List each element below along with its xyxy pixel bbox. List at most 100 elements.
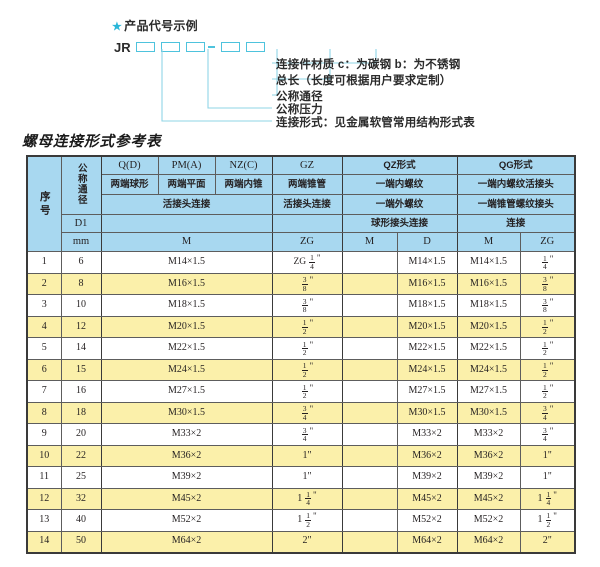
cell-gz-zg: 1 1 4 " xyxy=(271,487,343,510)
cell-thread-m: M33×2 xyxy=(100,423,273,446)
table-row: 14 50 M64×2 2" M64×2 M64×2 2" xyxy=(26,530,577,554)
cell-qg-zg: 1 1 4 " xyxy=(519,487,577,510)
fraction-denominator: 4 xyxy=(302,434,307,444)
cell-qg-m: M18×1.5 xyxy=(456,294,521,317)
value-fraction: 1 1 4 " xyxy=(538,490,557,507)
leader-lines xyxy=(161,49,377,122)
fraction-numerator: 1 xyxy=(305,511,312,521)
cell-nominal-diameter: 25 xyxy=(60,466,102,489)
cell-qg-m: M30×1.5 xyxy=(456,401,521,424)
cell-gz-zg: 1 1 2 " xyxy=(271,509,343,532)
cell-nominal-diameter: 32 xyxy=(60,487,102,510)
fraction-denominator: 2 xyxy=(543,348,547,358)
header-desc-gz: 两端锥管 xyxy=(271,174,343,195)
table-row: 13 40 M52×2 1 1 2 " M52×2 M52×2 1 1 2 " xyxy=(26,509,577,532)
fraction-numerator: 1 xyxy=(542,339,548,350)
inch-mark: " xyxy=(549,318,554,329)
code-box-5 xyxy=(245,42,265,52)
header-unit-m-qpmnz: M xyxy=(100,232,273,252)
header-ball-joint-qz: 球形接头连接 xyxy=(341,214,458,233)
cell-seq: 3 xyxy=(26,294,62,317)
header-nominal-diameter: 公称通径 xyxy=(60,155,102,215)
inch-mark: " xyxy=(316,253,321,264)
table-row: 9 20 M33×2 3 4 " M33×2 M33×2 3 4 " xyxy=(26,423,577,446)
table-row: 4 12 M20×1.5 1 2 " M20×1.5 M20×1.5 1 2 " xyxy=(26,315,577,338)
cell-qz-m xyxy=(341,487,398,510)
header-group-qz: QZ形式 xyxy=(341,155,458,175)
header-nominal-diameter-label: 公称通径 xyxy=(75,162,87,205)
cell-qg-zg: 1 2 " xyxy=(519,337,577,360)
cell-qg-m: M24×1.5 xyxy=(456,358,521,381)
cell-seq: 1 xyxy=(26,251,62,274)
header-unit-d-qz: D xyxy=(396,232,458,252)
fraction-denominator: 2 xyxy=(302,369,307,379)
cell-qz-d: M64×2 xyxy=(396,530,458,554)
inch-mark: " xyxy=(309,382,314,393)
cell-gz-zg: 1 2 " xyxy=(271,337,343,360)
header-row-connection: 活接头连接 活接头连接 一端外螺纹 一端锥管螺纹接头 xyxy=(27,194,577,215)
value-fraction: 1 2 " xyxy=(541,362,553,378)
inch-mark: " xyxy=(549,253,554,264)
cell-thread-m: M45×2 xyxy=(100,487,273,510)
value-fraction: 1 2 " xyxy=(541,319,553,335)
value-fraction: 1 4 " xyxy=(541,253,554,271)
value-plain: 2" xyxy=(542,535,552,547)
inch-mark: " xyxy=(549,296,554,307)
cell-thread-m: M52×2 xyxy=(100,509,273,532)
value-plain: 1" xyxy=(302,471,312,482)
cell-seq: 5 xyxy=(26,337,62,360)
cell-qz-m xyxy=(341,337,398,360)
header-group-pma: PM(A) xyxy=(157,155,216,175)
cell-qg-m: M52×2 xyxy=(456,509,521,532)
inch-mark: " xyxy=(549,339,554,350)
fraction-numerator: 3 xyxy=(542,296,548,307)
cell-gz-zg: 1" xyxy=(271,444,343,467)
cell-seq: 8 xyxy=(26,401,62,424)
value-fraction: ZG 1 4 " xyxy=(293,254,320,270)
cell-nominal-diameter: 50 xyxy=(60,530,102,554)
header-desc-qg: 一端内螺纹活接头 xyxy=(456,174,577,195)
cell-gz-zg: 3 4 " xyxy=(271,401,343,424)
cell-thread-m: M39×2 xyxy=(100,466,273,489)
cell-nominal-diameter: 40 xyxy=(60,509,102,532)
cell-qg-m: M14×1.5 xyxy=(456,251,521,274)
fraction-denominator: 8 xyxy=(543,305,547,315)
cell-qz-d: M52×2 xyxy=(396,509,458,532)
table-row: 6 15 M24×1.5 1 2 " M24×1.5 M24×1.5 1 2 " xyxy=(26,358,577,381)
cell-qz-m xyxy=(341,380,398,403)
fraction-numerator: 3 xyxy=(301,404,308,414)
inch-mark: " xyxy=(553,511,557,522)
fraction-numerator: 3 xyxy=(542,404,548,414)
cell-qz-d: M39×2 xyxy=(396,466,458,489)
cell-qg-m: M27×1.5 xyxy=(456,380,521,403)
cell-nominal-diameter: 6 xyxy=(60,251,102,274)
fraction-numerator: 1 xyxy=(301,382,308,393)
header-d1: D1 xyxy=(60,214,102,233)
cell-qg-m: M36×2 xyxy=(456,444,521,467)
cell-qz-d: M45×2 xyxy=(396,487,458,510)
code-separator-dash xyxy=(207,46,215,48)
cell-qg-m: M33×2 xyxy=(456,423,521,446)
annotation-connection-type: 连接形式：见金属软管常用结构形式表 xyxy=(276,117,475,129)
value-fraction: 1 2 " xyxy=(301,340,313,357)
product-code-boxes-row: JR xyxy=(114,39,271,55)
cell-qz-m xyxy=(341,444,398,467)
cell-seq: 7 xyxy=(26,380,62,403)
table-row: 10 22 M36×2 1" M36×2 M36×2 1" xyxy=(26,444,577,467)
table-row: 5 14 M22×1.5 1 2 " M22×1.5 M22×1.5 1 2 " xyxy=(26,337,577,360)
fraction-numerator: 1 xyxy=(305,489,312,500)
fraction-denominator: 4 xyxy=(302,412,307,422)
cell-gz-zg: 1 2 " xyxy=(271,315,343,338)
product-code-title: ★ 产品代号示例 xyxy=(112,17,198,34)
cell-thread-m: M30×1.5 xyxy=(100,401,273,424)
cell-qz-d: M20×1.5 xyxy=(396,315,458,338)
value-fraction: 3 4 " xyxy=(301,426,313,444)
header-group-qd: Q(D) xyxy=(100,155,159,175)
